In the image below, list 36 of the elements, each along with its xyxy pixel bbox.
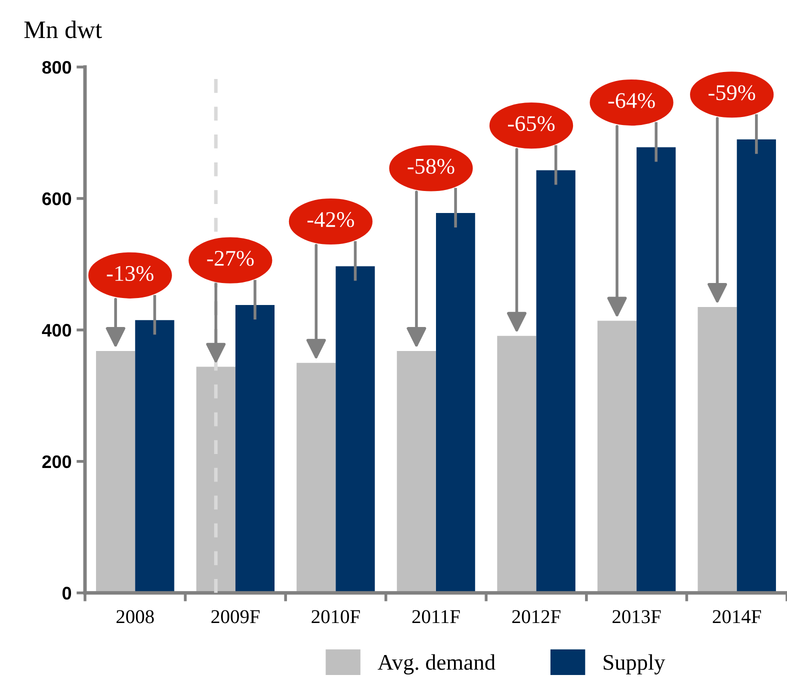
x-tick-label: 2010F — [312, 610, 360, 624]
bar — [296, 362, 336, 593]
bar — [196, 366, 236, 593]
bar — [336, 266, 375, 593]
x-tick-label: 2012F — [512, 610, 560, 624]
bar — [497, 336, 536, 593]
annotation: -59% — [708, 85, 756, 100]
annotation: -64% — [608, 93, 655, 108]
annotation: -13% — [106, 266, 154, 282]
x-tick-label: 2011F — [412, 610, 460, 624]
y-tick-label: 400 — [42, 324, 72, 337]
y-tick-label: 800 — [42, 60, 72, 74]
y-tick-label: 200 — [42, 455, 72, 468]
bar — [698, 306, 737, 593]
bar — [536, 170, 576, 593]
x-tick-label: 2013F — [612, 610, 661, 624]
annotation: -65% — [508, 116, 555, 132]
legend-label: Supply — [604, 654, 666, 674]
x-tick-label: 2009F — [211, 610, 260, 624]
y-tick-label: 0 — [62, 586, 72, 600]
bar — [96, 350, 136, 593]
bar — [235, 304, 275, 593]
bar — [597, 320, 637, 593]
y-tick-label: 600 — [42, 192, 72, 206]
bar — [736, 139, 776, 593]
annotation: -58% — [408, 158, 454, 174]
x-tick-label: 2008 — [116, 610, 154, 624]
bar — [396, 350, 436, 593]
bar — [636, 147, 676, 593]
annotation: -42% — [307, 212, 354, 228]
legend-label: Avg. demand — [378, 654, 496, 674]
y-axis-title: Mn dwt — [24, 20, 102, 38]
x-tick-label: 2014F — [712, 610, 762, 624]
bar — [135, 320, 174, 593]
bar — [436, 212, 476, 593]
annotation: -27% — [207, 250, 254, 266]
